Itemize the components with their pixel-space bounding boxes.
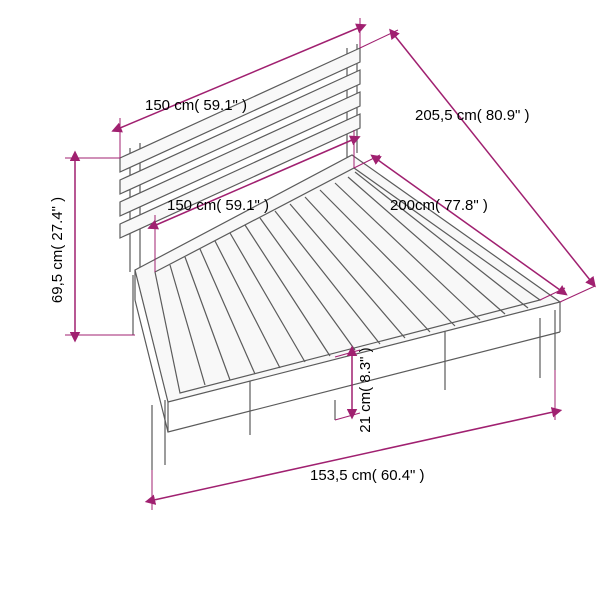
dim-ground-clearance: 21 cm( 8.3" ) [357,347,374,432]
dim-total-height: 69,5 cm( 27.4" ) [49,197,66,303]
dim-inner-width: 150 cm( 59.1" ) [167,197,269,214]
dim-outer-depth-top: 205,5 cm( 80.9" ) [415,107,530,124]
dim-outer-width-top: 150 cm( 59.1" ) [145,97,247,114]
dim-inner-depth: 200cm( 77.8" ) [390,197,488,214]
dim-outer-width-bottom: 153,5 cm( 60.4" ) [310,467,425,484]
